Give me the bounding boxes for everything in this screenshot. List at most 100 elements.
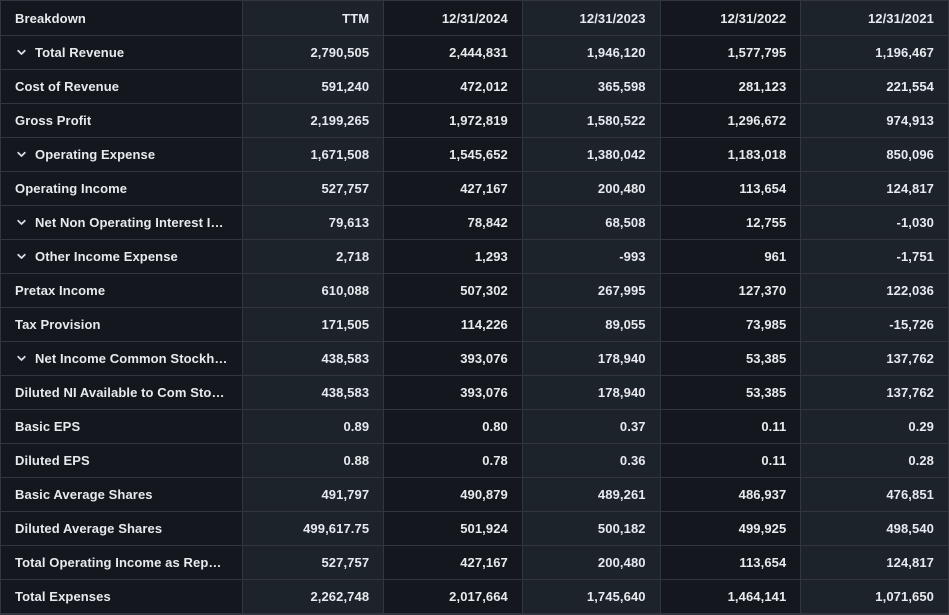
table-row: Tax Provision 171,505 114,226 89,055 73,985-… [1,308,949,342]
value-cell: 113,654 [660,172,802,206]
row-label-cell: Pretax Income [1,274,244,308]
value-cell: 122,036 [801,274,949,308]
value-cell: 974,913 [801,104,949,138]
header-cell-breakdown: Breakdown [1,1,244,36]
value-cell: 0.28 [801,444,949,478]
table-row[interactable]: Net Income Common Stockho... 438,583 393,0… [1,342,949,376]
value-cell: 1,071,650 [801,580,949,614]
table-row: Cost of Revenue 591,240 472,012 365,598 281,… [1,70,949,104]
value-cell: 2,444,831 [384,36,523,70]
row-label-cell[interactable]: Operating Expense [1,138,244,172]
row-label-cell: Gross Profit [1,104,244,138]
row-label: Total Revenue [35,45,125,60]
row-label-cell[interactable]: Other Income Expense [1,240,244,274]
row-label-cell[interactable]: Net Income Common Stockho... [1,342,244,376]
value-cell: 1,464,141 [660,580,802,614]
value-cell: 1,671,508 [243,138,385,172]
header-cell-period: TTM [243,1,385,36]
value-cell: 490,879 [384,478,523,512]
row-label: Diluted EPS [15,453,90,468]
value-cell: 12,755 [660,206,802,240]
value-cell: 200,480 [522,172,661,206]
chevron-down-icon[interactable] [15,217,27,229]
row-label: Gross Profit [15,113,92,128]
value-cell: 438,583 [243,342,385,376]
row-label-cell: Diluted EPS [1,444,244,478]
row-label: Basic Average Shares [15,487,153,502]
row-label: Diluted NI Available to Com Stoc... [15,385,229,400]
value-cell: 78,842 [384,206,523,240]
value-cell: 393,076 [384,376,523,410]
value-cell: 427,167 [384,546,523,580]
value-cell: 1,577,795 [660,36,802,70]
value-cell: 267,995 [522,274,661,308]
value-cell: 610,088 [243,274,385,308]
value-cell: 178,940 [522,376,661,410]
value-cell: 200,480 [522,546,661,580]
value-cell: 0.88 [243,444,385,478]
value-cell: 499,617.75 [243,512,385,546]
table-row: Diluted EPS 0.88 0.78 0.36 0.11 0.28 [1,444,949,478]
chevron-down-icon[interactable] [15,353,27,365]
value-cell: 1,183,018 [660,138,802,172]
row-label-cell: Tax Provision [1,308,244,342]
row-label-cell[interactable]: Net Non Operating Interest In... [1,206,244,240]
value-cell: 501,924 [384,512,523,546]
value-cell: 0.11 [660,444,802,478]
row-label-cell: Total Expenses [1,580,244,614]
chevron-down-icon[interactable] [15,47,27,59]
table-row: Basic Average Shares 491,797 490,879 489,26… [1,478,949,512]
value-cell: 171,505 [243,308,385,342]
table-row[interactable]: Other Income Expense 2,718 1,293 -993 961 -1,… [1,240,949,274]
value-cell: 850,096 [801,138,949,172]
table-row[interactable]: Net Non Operating Interest In... 79,613 78… [1,206,949,240]
value-cell: -1,751 [801,240,949,274]
row-label: Tax Provision [15,317,101,332]
row-label: Net Income Common Stockho... [35,351,229,366]
value-cell: 365,598 [522,70,661,104]
value-cell: 1,380,042 [522,138,661,172]
value-cell: 113,654 [660,546,802,580]
value-cell: 491,797 [243,478,385,512]
value-cell: 2,262,748 [243,580,385,614]
value-cell: 486,937 [660,478,802,512]
row-label-cell: Basic Average Shares [1,478,244,512]
value-cell: 427,167 [384,172,523,206]
value-cell: 2,718 [243,240,385,274]
value-cell: 53,385 [660,342,802,376]
value-cell: 0.11 [660,410,802,444]
value-cell: 500,182 [522,512,661,546]
header-cell-period: 12/31/2023 [522,1,661,36]
row-label: Total Expenses [15,589,111,604]
table-row: Diluted NI Available to Com Stoc... 438,5… [1,376,949,410]
row-label-cell: Diluted Average Shares [1,512,244,546]
value-cell: 124,817 [801,172,949,206]
table-row[interactable]: Operating Expense 1,671,508 1,545,652 1,380… [1,138,949,172]
value-cell: 127,370 [660,274,802,308]
table-row: Diluted Average Shares 499,617.75 501,924 5… [1,512,949,546]
chevron-down-icon[interactable] [15,251,27,263]
header-cell-period: 12/31/2022 [660,1,802,36]
table-row: Total Expenses 2,262,748 2,017,664 1,745,64… [1,580,949,614]
table-row[interactable]: Total Revenue 2,790,505 2,444,831 1,946,120… [1,36,949,70]
header-cell-period: 12/31/2024 [384,1,523,36]
row-label-cell[interactable]: Total Revenue [1,36,244,70]
value-cell: -1,030 [801,206,949,240]
value-cell: 438,583 [243,376,385,410]
value-cell: 2,199,265 [243,104,385,138]
chevron-down-icon[interactable] [15,149,27,161]
value-cell: 591,240 [243,70,385,104]
row-label-cell: Diluted NI Available to Com Stoc... [1,376,244,410]
value-cell: 527,757 [243,172,385,206]
value-cell: 527,757 [243,546,385,580]
value-cell: 499,925 [660,512,802,546]
value-cell: 124,817 [801,546,949,580]
value-cell: 961 [660,240,802,274]
value-cell: 1,580,522 [522,104,661,138]
value-cell: 498,540 [801,512,949,546]
value-cell: 1,972,819 [384,104,523,138]
table-row: Operating Income 527,757 427,167 200,480 113… [1,172,949,206]
value-cell: 2,017,664 [384,580,523,614]
table-header-row: Breakdown TTM 12/31/2024 12/31/2023 12/31/20… [1,1,949,36]
